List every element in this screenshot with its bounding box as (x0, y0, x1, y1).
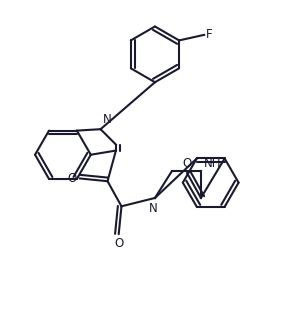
Text: N: N (149, 202, 158, 215)
Text: F: F (206, 28, 212, 41)
Text: N: N (103, 113, 112, 126)
Text: O: O (68, 172, 77, 185)
Text: O: O (114, 237, 123, 250)
Text: NH: NH (204, 157, 222, 170)
Text: O: O (182, 157, 192, 170)
